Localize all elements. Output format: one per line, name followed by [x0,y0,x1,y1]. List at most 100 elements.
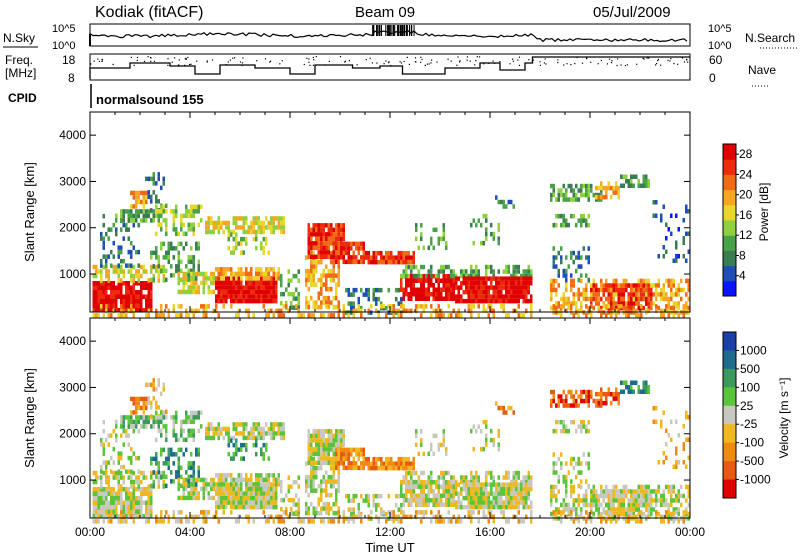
heatmap-cell [502,491,505,496]
heatmap-cell [482,486,485,492]
heatmap-cell [632,296,635,302]
heatmap-cell [350,498,353,503]
heatmap-cell [97,308,100,313]
heatmap-cell [472,269,475,274]
heatmap-cell [520,313,523,318]
heatmap-cell [615,292,618,297]
heatmap-cell [307,506,310,511]
heatmap-cell [612,502,615,508]
heatmap-cell [177,289,180,295]
heatmap-cell [217,500,220,505]
heatmap-cell [270,276,273,281]
heatmap-cell [162,176,165,182]
heatmap-cell [507,280,510,286]
heatmap-cell [580,394,583,399]
heatmap-cell [400,502,403,508]
heatmap-cell [102,509,105,514]
heatmap-cell [320,433,323,439]
heatmap-cell [632,283,635,288]
heatmap-cell [135,496,138,501]
heatmap-cell [480,500,483,505]
heatmap-cell [427,269,430,274]
heatmap-cell [490,491,493,496]
heatmap-cell [132,419,135,425]
heatmap-cell [587,246,590,251]
heatmap-cell [197,447,200,453]
heatmap-cell [417,292,420,297]
heatmap-cell [422,304,425,309]
heatmap-cell [485,298,488,304]
heatmap-cell [555,484,558,490]
heatmap-cell [405,461,408,466]
heatmap-cell [192,465,195,471]
heatmap-cell [270,504,273,510]
heatmap-cell [135,514,138,519]
heatmap-cell [575,197,578,202]
heatmap-cell [297,308,300,314]
heatmap-cell [455,486,458,492]
heatmap-cell [192,285,195,290]
heatmap-cell [555,511,558,517]
heatmap-cell [642,174,645,179]
heatmap-cell [495,482,498,487]
heatmap-cell [112,505,115,510]
heatmap-cell [147,484,150,489]
heatmap-cell [362,456,365,462]
heatmap-cell [572,398,575,404]
heatmap-cell [110,313,113,318]
heatmap-cell [497,227,500,232]
heatmap-cell [522,495,525,501]
heatmap-cell [687,249,690,254]
heatmap-cell [657,305,660,311]
heatmap-cell [475,495,478,501]
heatmap-cell [217,294,220,299]
heatmap-cell [355,241,358,247]
heatmap-cell [457,504,460,510]
heatmap-cell [570,489,573,494]
heatmap-cell [395,287,398,293]
heatmap-cell [525,289,528,295]
heatmap-cell [132,285,135,290]
heatmap-cell [272,280,275,286]
heatmap-cell [335,273,338,278]
heatmap-cell [360,246,363,251]
heatmap-cell [102,470,105,476]
heatmap-cell [522,313,525,318]
heatmap-cell [420,292,423,297]
heatmap-cell [237,276,240,281]
heatmap-cell [467,276,470,281]
heatmap-cell [320,282,323,287]
heatmap-cell [277,276,280,281]
heatmap-cell [245,229,248,235]
heatmap-cell [145,269,148,274]
heatmap-cell [120,294,123,299]
heatmap-cell [325,447,328,452]
heatmap-cell [480,482,483,487]
heatmap-cell [412,498,415,503]
heatmap-cell [182,437,185,443]
heatmap-cell [117,263,120,268]
heatmap-cell [265,289,268,295]
nave-dot [518,64,521,66]
heatmap-cell [472,289,475,295]
heatmap-cell [280,229,283,235]
heatmap-cell [490,504,493,510]
heatmap-cell [412,278,415,283]
heatmap-cell [362,241,365,247]
heatmap-cell [142,396,145,402]
heatmap-cell [582,502,585,508]
heatmap-cell [95,290,98,295]
heatmap-cell [220,276,223,281]
heatmap-cell [252,298,255,304]
nave-dot [406,56,408,58]
heatmap-cell [327,433,330,439]
heatmap-cell [142,213,145,219]
heatmap-cell [505,475,508,480]
heatmap-cell [245,504,248,510]
heatmap-cell [607,489,610,494]
heatmap-cell [492,236,495,241]
heatmap-cell [382,465,385,471]
heatmap-cell [580,273,583,278]
heatmap-cell [262,477,265,483]
